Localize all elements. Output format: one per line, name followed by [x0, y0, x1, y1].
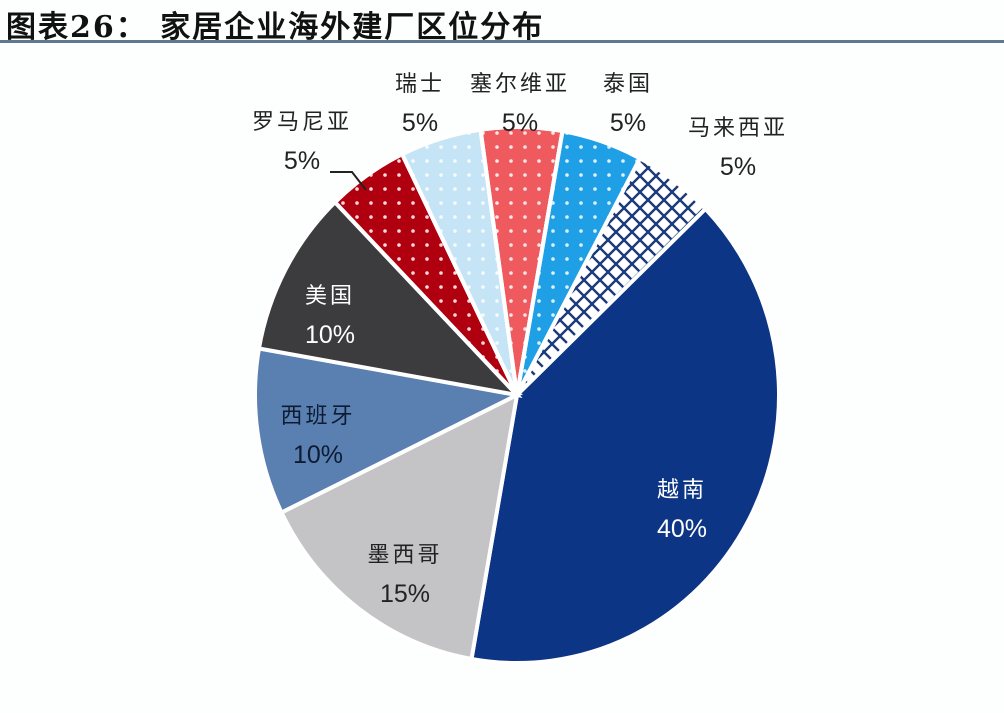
pie-slice-0	[469, 205, 781, 665]
label-thailand: 泰国 5%	[602, 72, 653, 137]
romania-leader-line	[330, 171, 367, 191]
label-malaysia: 马来西亚 5%	[687, 116, 788, 181]
pie-slice-1	[278, 391, 520, 662]
label-vietnam: 越南 40%	[656, 478, 708, 543]
label-mexico: 墨西哥 15%	[367, 543, 443, 608]
pie-slice-8	[515, 155, 709, 397]
label-serbia: 塞尔维亚 5%	[469, 72, 570, 137]
chart-title: 图表26： 家居企业海外建厂区位分布	[6, 10, 545, 45]
label-switzerland: 瑞士 5%	[394, 72, 445, 137]
label-spain: 西班牙 10%	[280, 404, 356, 469]
pie-slice-2	[253, 346, 524, 516]
label-romania: 罗马尼亚 5%	[251, 110, 352, 175]
label-usa: 美国 10%	[304, 284, 356, 349]
title-divider	[0, 40, 1004, 43]
pie-slice-3	[256, 199, 523, 399]
